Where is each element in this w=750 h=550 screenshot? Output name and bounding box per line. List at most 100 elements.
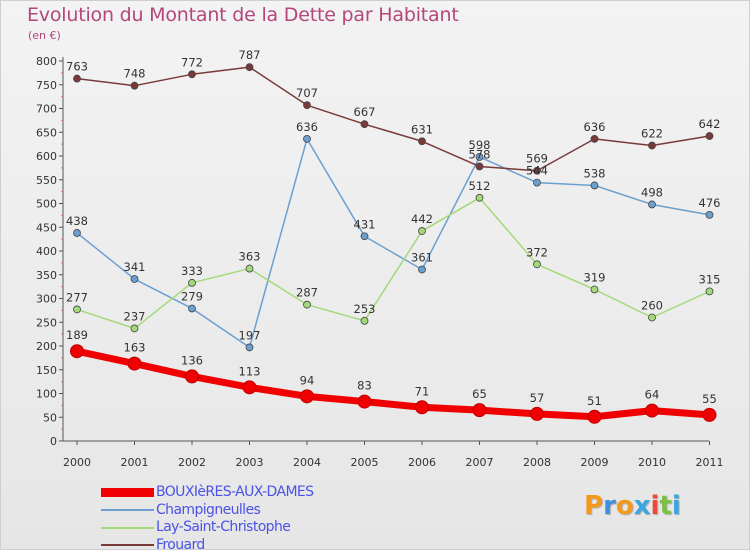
- data-label: 51: [587, 394, 602, 408]
- data-point: [70, 344, 84, 359]
- data-point: [590, 134, 599, 143]
- y-tick-label: 100: [36, 388, 57, 401]
- data-label: 197: [239, 328, 261, 342]
- data-point: [130, 275, 139, 283]
- x-tick-label: 2009: [581, 456, 609, 469]
- data-label: 253: [354, 302, 376, 316]
- data-label: 622: [641, 127, 663, 141]
- y-tick-label: 0: [50, 435, 57, 448]
- data-label: 442: [411, 212, 433, 226]
- y-tick-label: 400: [36, 245, 57, 258]
- data-label: 136: [181, 353, 203, 367]
- y-tick-label: 250: [36, 316, 57, 329]
- data-label: 476: [699, 196, 721, 210]
- x-tick-label: 2002: [178, 456, 206, 469]
- legend-item: Champigneulles: [101, 502, 313, 520]
- data-point: [73, 305, 81, 314]
- data-point: [475, 162, 484, 171]
- data-point: [188, 304, 196, 313]
- data-label: 237: [124, 309, 146, 323]
- data-label: 631: [411, 122, 433, 136]
- legend-label: Champigneulles: [156, 501, 261, 518]
- legend-item: BOUXIèRES-AUX-DAMES: [101, 484, 314, 502]
- data-label: 65: [472, 387, 487, 401]
- data-label: 94: [300, 373, 315, 387]
- data-point: [242, 380, 257, 395]
- data-label: 57: [530, 391, 545, 405]
- data-label: 361: [411, 251, 433, 265]
- data-label: 55: [702, 392, 717, 406]
- y-tick-label: 650: [36, 126, 57, 139]
- y-tick-label: 750: [36, 79, 57, 92]
- x-tick-label: 2010: [638, 456, 666, 469]
- x-tick-label: 2008: [523, 456, 551, 469]
- data-label: 667: [354, 105, 376, 119]
- logo-letter: r: [603, 491, 616, 521]
- x-tick-label: 2006: [408, 456, 436, 469]
- data-label: 260: [641, 299, 663, 313]
- data-point: [127, 356, 142, 371]
- legend-swatch: [101, 488, 154, 498]
- data-label: 569: [526, 152, 548, 166]
- data-label: 279: [181, 289, 203, 303]
- data-label: 372: [526, 245, 548, 259]
- x-tick-label: 2005: [351, 456, 379, 469]
- data-label: 64: [645, 388, 660, 402]
- data-label: 707: [296, 86, 318, 100]
- y-tick-label: 200: [36, 340, 57, 353]
- y-tick-label: 700: [36, 103, 57, 116]
- data-point: [418, 137, 426, 146]
- x-tick-label: 2011: [696, 456, 724, 469]
- data-label: 277: [66, 290, 88, 304]
- legend-swatch: [101, 544, 154, 547]
- data-label: 748: [124, 67, 146, 81]
- logo-letter: P: [584, 491, 604, 521]
- data-point: [245, 343, 254, 352]
- data-point: [130, 81, 139, 90]
- data-point: [645, 403, 659, 418]
- y-tick-label: 800: [36, 55, 57, 68]
- data-point: [303, 101, 311, 110]
- data-label: 333: [181, 264, 203, 278]
- data-point: [73, 229, 81, 237]
- data-label: 163: [124, 341, 146, 355]
- series-line-2: [76, 197, 711, 330]
- data-label: 71: [415, 384, 430, 398]
- data-label: 438: [66, 214, 88, 228]
- y-tick-label: 500: [36, 198, 57, 211]
- data-point: [648, 313, 656, 322]
- data-point: [245, 264, 254, 273]
- data-point: [590, 181, 599, 190]
- data-label: 341: [124, 260, 146, 274]
- proxiti-logo: Proxiti: [584, 491, 681, 521]
- x-tick-label: 2001: [121, 456, 149, 469]
- x-tick-label: 2000: [63, 456, 91, 469]
- legend: BOUXIèRES-AUX-DAMES Champigneulles Lay-S…: [101, 484, 314, 549]
- data-point: [705, 287, 714, 296]
- data-point: [533, 178, 541, 187]
- y-tick-label: 550: [36, 174, 57, 187]
- logo-letter: x: [633, 491, 651, 521]
- logo-letter: i: [671, 491, 681, 521]
- data-point: [475, 193, 484, 202]
- logo-letter: o: [615, 491, 634, 521]
- y-tick-label: 600: [36, 150, 57, 163]
- data-point: [188, 70, 196, 79]
- x-tick-label: 2004: [293, 456, 321, 469]
- logo-letter: i: [650, 491, 660, 521]
- data-label: 772: [181, 55, 203, 69]
- legend-item: Frouard: [101, 537, 313, 549]
- data-label: 315: [699, 272, 721, 286]
- data-label: 319: [584, 270, 606, 284]
- data-label: 598: [469, 138, 491, 152]
- data-point: [587, 409, 602, 424]
- data-point: [360, 316, 369, 325]
- data-label: 512: [469, 179, 491, 193]
- data-label: 763: [66, 60, 88, 74]
- legend-swatch: [101, 526, 154, 529]
- legend-label: BOUXIèRES-AUX-DAMES: [156, 484, 314, 500]
- data-label: 578: [469, 147, 491, 161]
- data-label: 189: [66, 328, 88, 342]
